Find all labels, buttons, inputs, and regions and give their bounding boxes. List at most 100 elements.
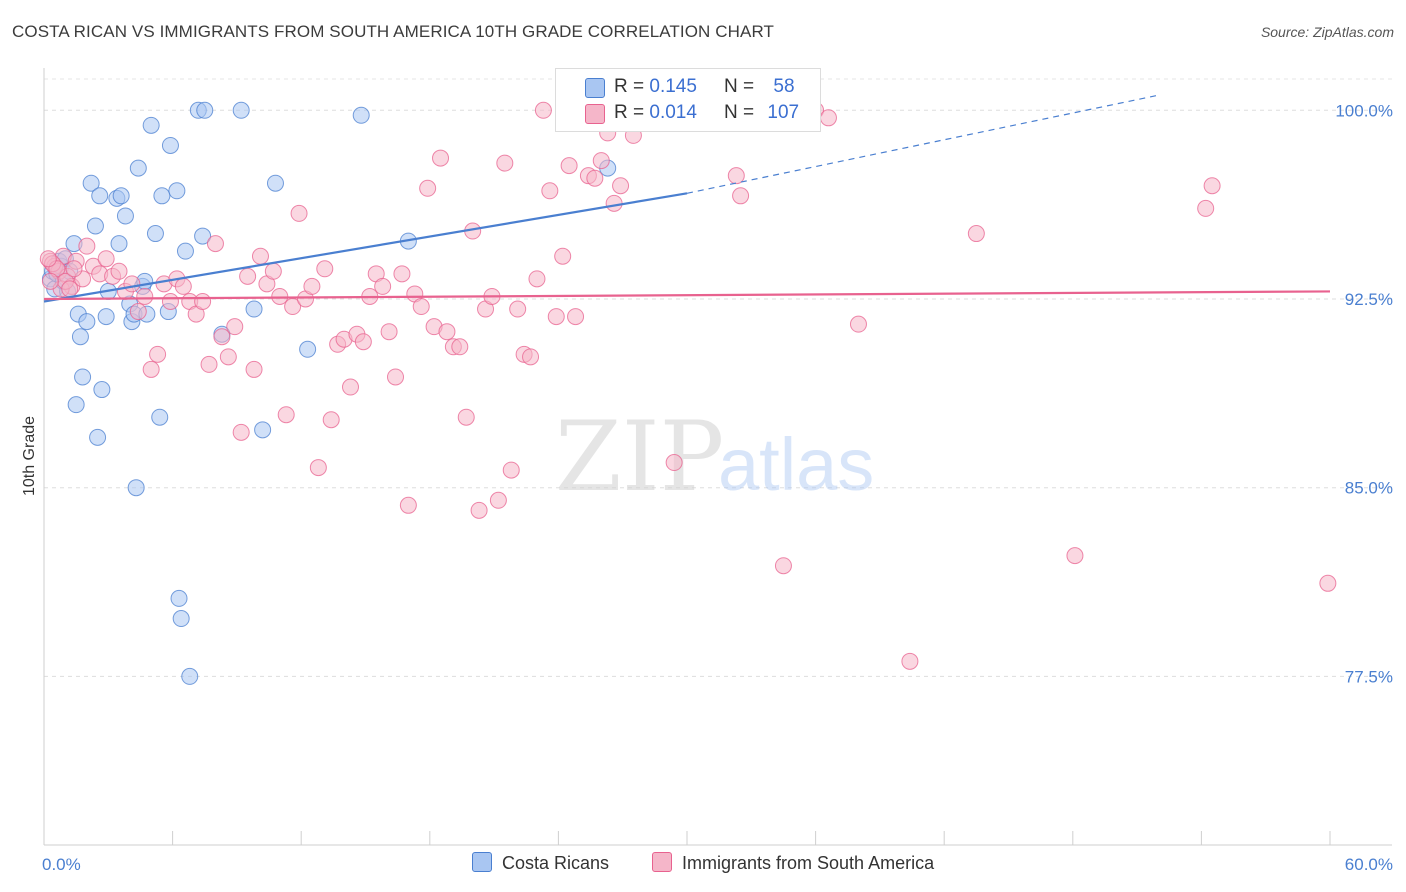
trend-line-costa-ricans (43, 192, 688, 303)
point-immigrants (727, 167, 745, 185)
grid-lines (44, 78, 1392, 677)
point-immigrants (541, 182, 559, 200)
point-immigrants (264, 262, 282, 280)
point-costa-ricans (93, 381, 111, 399)
x-tick-label: 0.0% (42, 855, 81, 874)
point-costa-ricans (142, 116, 160, 134)
trend-line-immigrants (43, 290, 1331, 301)
point-immigrants (592, 152, 610, 170)
point-immigrants (213, 328, 231, 346)
point-immigrants (136, 287, 154, 305)
point-costa-ricans (266, 174, 284, 192)
point-immigrants (567, 308, 585, 326)
legend-r-value: 0.145 (649, 76, 697, 97)
point-immigrants (1319, 574, 1337, 592)
point-immigrants (470, 501, 488, 519)
point-immigrants (161, 292, 179, 310)
point-costa-ricans (352, 106, 370, 124)
point-immigrants (451, 338, 469, 356)
point-immigrants (149, 345, 167, 363)
point-immigrants (774, 557, 792, 575)
point-immigrants (232, 423, 250, 441)
point-immigrants (374, 277, 392, 295)
bottom-legend-swatch (472, 852, 492, 872)
point-immigrants (354, 333, 372, 351)
point-immigrants (522, 348, 540, 366)
point-costa-ricans (168, 182, 186, 200)
point-immigrants (219, 348, 237, 366)
point-immigrants (65, 260, 83, 278)
point-immigrants (277, 406, 295, 424)
point-immigrants (457, 408, 475, 426)
point-costa-ricans (89, 428, 107, 446)
point-immigrants (142, 360, 160, 378)
point-costa-ricans (196, 101, 214, 119)
point-immigrants (174, 277, 192, 295)
legend-n-value: 107 (767, 102, 800, 123)
axes: 100.0% 92.5% 85.0% 77.5% 0.0% 60.0% (42, 68, 1393, 874)
legend-r-value: 0.014 (649, 102, 697, 123)
point-immigrants (309, 459, 327, 477)
point-immigrants (502, 461, 520, 479)
point-costa-ricans (232, 101, 250, 119)
point-immigrants (123, 275, 141, 293)
y-tick-label: 85.0% (1345, 479, 1393, 498)
watermark-atlas: atlas (718, 423, 874, 506)
legend-n-label: N = (724, 102, 760, 123)
point-immigrants (528, 270, 546, 288)
point-costa-ricans (127, 479, 145, 497)
x-tick-label: 60.0% (1345, 855, 1393, 874)
point-costa-ricans (170, 589, 188, 607)
point-immigrants (732, 187, 750, 205)
point-immigrants (612, 177, 630, 195)
point-costa-ricans (86, 217, 104, 235)
bottom-legend-costa-ricans: Costa Ricans (472, 852, 609, 874)
point-immigrants (489, 491, 507, 509)
point-costa-ricans (254, 421, 272, 439)
legend-r-label: R = (614, 76, 650, 97)
point-immigrants (239, 267, 257, 285)
point-immigrants (393, 265, 411, 283)
chart-source: Source: ZipAtlas.com (1260, 24, 1394, 40)
trend-lines (43, 94, 1331, 303)
watermark-zip: ZIP (555, 401, 724, 513)
point-costa-ricans (129, 159, 147, 177)
point-immigrants (206, 235, 224, 253)
point-immigrants (303, 277, 321, 295)
point-immigrants (586, 169, 604, 187)
chart-title: COSTA RICAN VS IMMIGRANTS FROM SOUTH AME… (12, 22, 774, 41)
point-immigrants (438, 323, 456, 341)
point-immigrants (200, 355, 218, 373)
legend-n-value: 58 (773, 76, 795, 97)
point-immigrants (399, 496, 417, 514)
bottom-legend-label: Immigrants from South America (682, 853, 935, 873)
point-immigrants (1203, 177, 1221, 195)
point-immigrants (251, 247, 269, 265)
bottom-legend-label: Costa Ricans (502, 853, 610, 873)
point-immigrants (534, 101, 552, 119)
point-costa-ricans (74, 368, 92, 386)
point-immigrants (290, 204, 308, 222)
point-immigrants (547, 308, 565, 326)
point-immigrants (226, 318, 244, 336)
point-immigrants (419, 179, 437, 197)
point-costa-ricans (78, 313, 96, 331)
point-costa-ricans (299, 340, 317, 358)
point-costa-ricans (176, 242, 194, 260)
point-immigrants (665, 454, 683, 472)
point-immigrants (1066, 547, 1084, 565)
point-costa-ricans (116, 207, 134, 225)
point-immigrants (412, 298, 430, 316)
point-immigrants (605, 194, 623, 212)
trend-line-extension (686, 94, 1159, 194)
point-immigrants (97, 250, 115, 268)
point-costa-ricans (112, 187, 130, 205)
point-costa-ricans (245, 300, 263, 318)
point-immigrants (78, 237, 96, 255)
point-immigrants (819, 109, 837, 127)
point-costa-ricans (146, 225, 164, 243)
legend-swatch-costa-ricans (585, 78, 605, 98)
point-immigrants (432, 149, 450, 167)
point-immigrants (110, 262, 128, 280)
